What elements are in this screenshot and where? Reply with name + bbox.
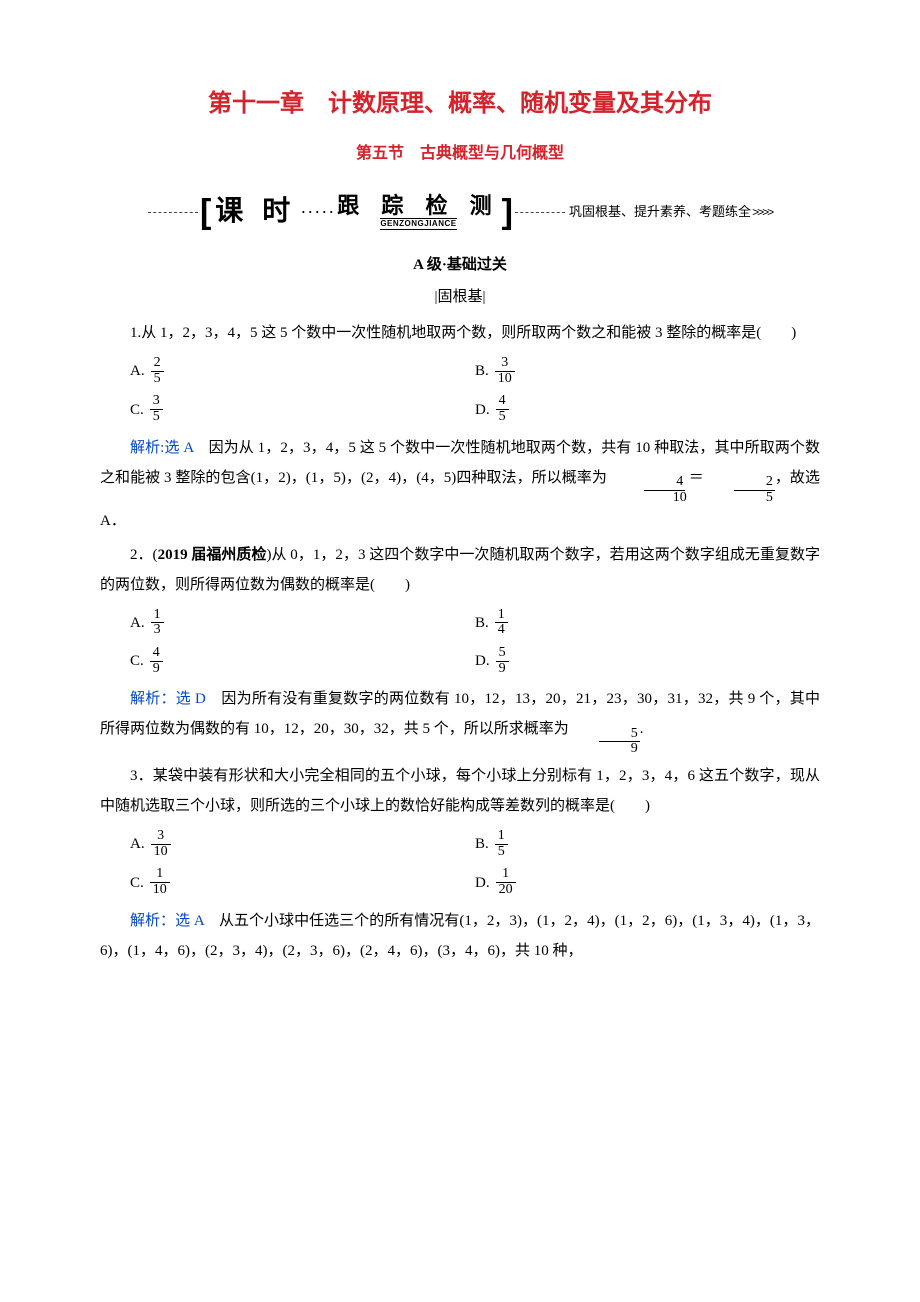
analysis-label: 解析: [130, 440, 164, 456]
q1-option-d: D.45 [475, 394, 820, 424]
q3-options: A.310 B.15 C.110 D.120 [130, 825, 820, 902]
q2-option-b: B.14 [475, 608, 820, 638]
analysis-tail: . [640, 721, 644, 737]
banner-genzong-py: GENZONGJIANCE [380, 218, 456, 230]
analysis-label: 解析： [130, 913, 175, 929]
q2-options: A.13 B.14 C.49 D.59 [130, 604, 820, 681]
banner-dots: ····· [298, 194, 337, 230]
banner-genzong: 跟 踪 检 测 GENZONGJIANCE [337, 195, 499, 230]
fraction: 14 [495, 608, 508, 638]
analysis-text: 因为所有没有重复数字的两位数有 10，12，13，20，21，23，30，31，… [100, 691, 820, 737]
q1-option-a: A.25 [130, 356, 475, 386]
opt-label: C. [130, 395, 150, 425]
q2-option-d: D.59 [475, 646, 820, 676]
answer-pick: 选 A [175, 913, 204, 929]
fraction: 49 [150, 646, 163, 676]
q1-stem: 1.从 1，2，3，4，5 这 5 个数中一次性随机地取两个数，则所取两个数之和… [100, 318, 820, 348]
q2-analysis: 解析：选 D 因为所有没有重复数字的两位数有 10，12，13，20，21，23… [100, 684, 820, 757]
level-label: A 级·基础过关 [100, 250, 820, 280]
bracket-left-icon: [ [198, 178, 213, 246]
opt-label: A. [130, 608, 151, 638]
q2-stem-a: 2．( [130, 547, 158, 563]
opt-label: C. [130, 646, 150, 676]
opt-label: B. [475, 829, 495, 859]
fraction: 120 [496, 867, 516, 897]
fraction: 410 [611, 475, 689, 506]
fraction: 45 [496, 394, 509, 424]
fraction: 310 [151, 829, 171, 859]
bracket-right-icon: ] [500, 178, 515, 246]
banner-genzong-cn: 跟 踪 检 测 [337, 195, 499, 217]
q3-stem: 3．某袋中装有形状和大小完全相同的五个小球，每个小球上分别标有 1，2，3，4，… [100, 761, 820, 821]
banner-dash-right [515, 212, 565, 213]
fraction: 25 [704, 475, 775, 506]
opt-label: B. [475, 608, 495, 638]
fraction: 59 [569, 726, 640, 757]
q2-stem: 2．(2019 届福州质检)从 0，1，2，3 这四个数字中一次随机取两个数字，… [100, 540, 820, 600]
chapter-title: 第十一章 计数原理、概率、随机变量及其分布 [100, 80, 820, 128]
answer-pick: 选 D [176, 691, 206, 707]
fraction: 35 [150, 394, 163, 424]
q3-option-c: C.110 [130, 867, 475, 897]
q1-option-b: B.310 [475, 356, 820, 386]
q3-analysis: 解析：选 A 从五个小球中任选三个的所有情况有(1，2，3)，(1，2，4)，(… [100, 906, 820, 966]
level-sub: |固根基| [100, 282, 820, 312]
banner-arrows-icon: >>>> [751, 200, 772, 224]
opt-label: D. [475, 646, 496, 676]
opt-label: A. [130, 829, 151, 859]
q2-stem-bold: 2019 届福州质检 [158, 547, 267, 563]
section-title: 第五节 古典概型与几何概型 [100, 138, 820, 170]
analysis-text: 从五个小球中任选三个的所有情况有(1，2，3)，(1，2，4)，(1，2，6)，… [100, 913, 820, 959]
fraction: 310 [495, 356, 515, 386]
fraction: 25 [151, 356, 164, 386]
q1-option-c: C.35 [130, 394, 475, 424]
fraction: 110 [150, 867, 170, 897]
q3-option-b: B.15 [475, 829, 820, 859]
opt-label: B. [475, 356, 495, 386]
q3-option-d: D.120 [475, 867, 820, 897]
opt-label: A. [130, 356, 151, 386]
banner-keshi: 课 时 [213, 184, 298, 240]
q2-option-c: C.49 [130, 646, 475, 676]
q1-options: A.25 B.310 C.35 D.45 [130, 352, 820, 429]
opt-label: D. [475, 395, 496, 425]
analysis-label: 解析： [130, 691, 176, 707]
opt-label: C. [130, 868, 150, 898]
fraction: 59 [496, 646, 509, 676]
opt-label: D. [475, 868, 496, 898]
banner-tagline: 巩固根基、提升素养、考题练全 [565, 199, 751, 225]
lesson-banner: [ 课 时 ····· 跟 踪 检 测 GENZONGJIANCE ] 巩固根基… [100, 178, 820, 246]
q1-analysis: 解析:选 A 因为从 1，2，3，4，5 这 5 个数中一次性随机地取两个数，共… [100, 433, 820, 536]
answer-pick: 选 A [164, 440, 193, 456]
fraction: 15 [495, 829, 508, 859]
banner-dash-left [148, 212, 198, 213]
q3-option-a: A.310 [130, 829, 475, 859]
equals: ＝ [689, 470, 704, 486]
q2-option-a: A.13 [130, 608, 475, 638]
fraction: 13 [151, 608, 164, 638]
